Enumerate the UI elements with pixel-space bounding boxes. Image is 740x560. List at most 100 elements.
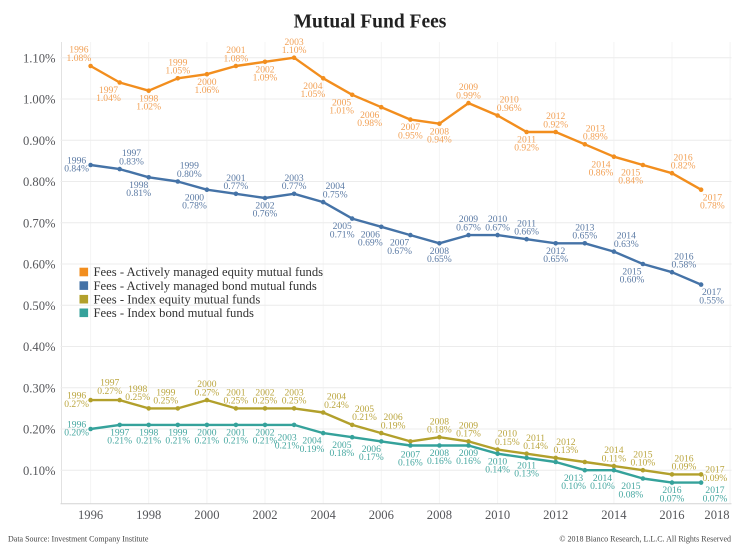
svg-text:2016: 2016 — [662, 485, 681, 496]
svg-text:0.69%: 0.69% — [358, 238, 383, 249]
svg-text:0.65%: 0.65% — [543, 254, 568, 265]
svg-text:0.13%: 0.13% — [554, 445, 579, 456]
svg-text:2009: 2009 — [459, 448, 478, 459]
svg-text:0.21%: 0.21% — [136, 436, 161, 447]
svg-text:0.78%: 0.78% — [182, 201, 207, 212]
svg-text:0.50%: 0.50% — [23, 299, 56, 313]
svg-text:2001: 2001 — [226, 45, 245, 56]
svg-text:2001: 2001 — [226, 173, 245, 184]
svg-text:2009: 2009 — [459, 214, 478, 225]
svg-text:0.10%: 0.10% — [590, 481, 615, 492]
svg-text:0.24%: 0.24% — [324, 400, 349, 411]
svg-text:0.78%: 0.78% — [700, 201, 725, 212]
svg-text:0.67%: 0.67% — [387, 246, 412, 257]
svg-text:1.09%: 1.09% — [253, 73, 278, 84]
svg-text:1996: 1996 — [69, 45, 88, 56]
svg-text:2014: 2014 — [591, 159, 610, 170]
svg-text:0.21%: 0.21% — [195, 436, 220, 447]
svg-text:0.21%: 0.21% — [165, 436, 190, 447]
svg-text:2001: 2001 — [226, 387, 245, 398]
svg-text:2008: 2008 — [430, 246, 449, 257]
svg-text:2015: 2015 — [633, 449, 652, 460]
svg-text:2005: 2005 — [332, 97, 351, 108]
svg-text:1997: 1997 — [110, 427, 129, 438]
svg-text:0.17%: 0.17% — [456, 429, 481, 440]
svg-text:0.25%: 0.25% — [253, 396, 278, 407]
svg-text:1996: 1996 — [78, 508, 103, 522]
svg-text:0.65%: 0.65% — [427, 254, 452, 265]
svg-text:2006: 2006 — [360, 110, 379, 121]
svg-text:0.94%: 0.94% — [427, 135, 452, 146]
svg-text:2007: 2007 — [401, 122, 420, 133]
svg-text:Fees - Actively managed bond m: Fees - Actively managed bond mutual fund… — [94, 279, 317, 293]
svg-text:0.77%: 0.77% — [282, 181, 307, 192]
svg-text:0.16%: 0.16% — [427, 456, 452, 467]
svg-text:© 2018 Bianco Research, L.L.C.: © 2018 Bianco Research, L.L.C. All Right… — [559, 535, 731, 544]
svg-text:2012: 2012 — [546, 246, 565, 257]
svg-text:0.25%: 0.25% — [282, 396, 307, 407]
svg-text:2005: 2005 — [355, 404, 374, 415]
svg-text:Mutual Fund Fees: Mutual Fund Fees — [294, 11, 447, 32]
svg-text:2010: 2010 — [498, 429, 517, 440]
svg-text:0.27%: 0.27% — [195, 388, 220, 399]
svg-text:2013: 2013 — [575, 222, 594, 233]
svg-text:0.58%: 0.58% — [672, 260, 697, 271]
svg-text:1997: 1997 — [122, 148, 141, 159]
svg-text:2017: 2017 — [705, 464, 724, 475]
svg-text:2009: 2009 — [459, 82, 478, 93]
svg-text:2017: 2017 — [703, 192, 722, 203]
svg-text:0.82%: 0.82% — [671, 161, 696, 172]
svg-text:0.60%: 0.60% — [23, 258, 56, 272]
svg-text:0.80%: 0.80% — [23, 175, 56, 189]
svg-text:0.20%: 0.20% — [23, 423, 56, 437]
svg-text:1998: 1998 — [128, 384, 147, 395]
svg-text:2015: 2015 — [622, 267, 641, 278]
svg-text:0.96%: 0.96% — [497, 103, 522, 114]
svg-text:2008: 2008 — [430, 448, 449, 459]
svg-text:0.40%: 0.40% — [23, 340, 56, 354]
svg-text:1.02%: 1.02% — [136, 102, 161, 113]
svg-text:1997: 1997 — [100, 378, 119, 389]
svg-text:2005: 2005 — [333, 221, 352, 232]
svg-text:2004: 2004 — [327, 392, 346, 403]
svg-text:1998: 1998 — [139, 93, 158, 104]
svg-text:0.80%: 0.80% — [177, 169, 202, 180]
svg-text:0.16%: 0.16% — [456, 456, 481, 467]
svg-text:0.63%: 0.63% — [614, 239, 639, 250]
svg-text:2005: 2005 — [332, 440, 351, 451]
svg-text:2001: 2001 — [226, 427, 245, 438]
svg-text:2016: 2016 — [659, 508, 684, 522]
svg-text:2003: 2003 — [285, 37, 304, 48]
svg-text:0.20%: 0.20% — [64, 428, 89, 439]
svg-text:2015: 2015 — [621, 168, 640, 179]
svg-text:1.01%: 1.01% — [329, 106, 354, 117]
svg-text:2014: 2014 — [604, 445, 623, 456]
svg-text:0.81%: 0.81% — [126, 188, 151, 199]
svg-text:0.90%: 0.90% — [23, 134, 56, 148]
svg-text:0.77%: 0.77% — [224, 181, 249, 192]
svg-text:2004: 2004 — [326, 181, 345, 192]
svg-text:0.75%: 0.75% — [323, 189, 348, 200]
svg-text:0.21%: 0.21% — [107, 436, 132, 447]
svg-text:2017: 2017 — [705, 485, 724, 496]
svg-text:2012: 2012 — [543, 508, 568, 522]
svg-text:0.71%: 0.71% — [330, 229, 355, 240]
svg-text:2018: 2018 — [704, 508, 729, 522]
svg-text:0.10%: 0.10% — [23, 464, 56, 478]
svg-text:2010: 2010 — [485, 508, 510, 522]
svg-text:Fees - Actively managed equity: Fees - Actively managed equity mutual fu… — [94, 265, 324, 279]
svg-text:0.19%: 0.19% — [381, 421, 406, 432]
svg-text:2004: 2004 — [311, 508, 337, 522]
svg-text:0.25%: 0.25% — [125, 392, 150, 403]
svg-text:2000: 2000 — [197, 77, 216, 88]
svg-text:0.92%: 0.92% — [543, 119, 568, 130]
svg-text:1.05%: 1.05% — [165, 66, 190, 77]
svg-text:0.27%: 0.27% — [97, 386, 122, 397]
svg-text:0.17%: 0.17% — [359, 452, 384, 463]
svg-text:0.84%: 0.84% — [618, 176, 643, 187]
svg-text:0.25%: 0.25% — [153, 396, 178, 407]
svg-text:0.18%: 0.18% — [330, 448, 355, 459]
svg-text:2014: 2014 — [617, 231, 636, 242]
svg-text:0.09%: 0.09% — [703, 473, 728, 484]
svg-text:2006: 2006 — [361, 229, 380, 240]
